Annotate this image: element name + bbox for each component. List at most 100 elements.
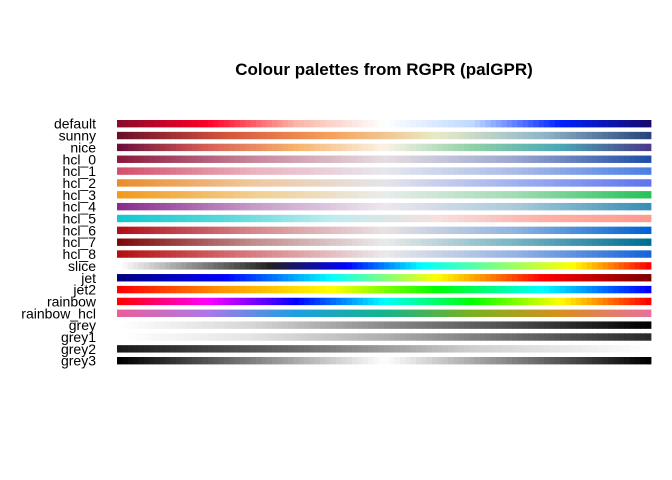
palette-cell [335, 202, 342, 211]
palette-cell [490, 120, 497, 128]
palette-cell [458, 297, 465, 306]
palette-cell [239, 262, 246, 270]
palette-cell [207, 285, 214, 294]
palette-cell [522, 333, 529, 341]
palette-cell [154, 143, 161, 152]
palette-cell [410, 120, 417, 128]
palette-cell [528, 345, 534, 353]
palette-cell [538, 333, 545, 341]
palette-cell [522, 226, 529, 235]
palette-cell [528, 309, 534, 317]
palette-cell [528, 226, 534, 235]
palette-cell [239, 226, 246, 235]
palette-cell [437, 345, 444, 353]
palette-cell [421, 297, 428, 306]
palette-cell [570, 333, 577, 341]
palette-cell [432, 357, 438, 365]
palette-cell [554, 285, 561, 294]
palette-cell [448, 226, 454, 235]
palette-cell [367, 167, 374, 175]
palette-cell [223, 262, 230, 270]
palette-cell [469, 155, 476, 163]
palette-cell [554, 345, 561, 353]
palette-cell [384, 250, 390, 258]
palette-cell [560, 297, 566, 306]
palette-cell [538, 179, 545, 187]
palette-cell [175, 202, 182, 211]
palette-cell [181, 214, 187, 223]
palette-cell [458, 285, 465, 294]
palette-cell [159, 238, 166, 246]
palette-cell [191, 274, 198, 282]
palette-cell [576, 202, 582, 211]
palette-cell [544, 120, 550, 128]
palette-row-hcl-3: hcl_3 [63, 187, 652, 203]
palette-cell [554, 238, 561, 246]
palette-cell [154, 274, 161, 282]
palette-cell [400, 202, 406, 211]
palette-cell [490, 167, 497, 175]
palette-cell [223, 274, 230, 282]
palette-cell [218, 309, 225, 317]
palette-cell [517, 155, 524, 163]
palette-cell [522, 274, 529, 282]
palette-cell [117, 238, 123, 246]
palette-cell [367, 214, 374, 223]
palette-cell [490, 274, 497, 282]
palette-cell [309, 202, 315, 211]
palette-cell [319, 262, 326, 270]
palette-cell [373, 155, 380, 163]
palette-cell [287, 262, 294, 270]
palette-label: jet [80, 270, 96, 286]
palette-cell [586, 143, 593, 152]
palette-cell [170, 274, 177, 282]
palette-cell [501, 285, 508, 294]
palette-cell [458, 191, 465, 199]
palette-cell [453, 202, 460, 211]
palette-cell [549, 321, 556, 329]
palette-cell [586, 202, 593, 211]
palette-cell [287, 143, 294, 152]
palette-cell [549, 214, 556, 223]
palette-cell [629, 167, 636, 175]
palette-cell [602, 321, 609, 329]
palette-cell [293, 179, 299, 187]
palette-label: grey1 [61, 329, 96, 345]
palette-cell [346, 214, 353, 223]
palette-cell [618, 321, 625, 329]
palette-cell [165, 143, 171, 152]
palette-cell [458, 143, 465, 152]
palette-cell [127, 179, 134, 187]
palette-cell [490, 179, 497, 187]
palette-row-default: default [54, 116, 652, 132]
palette-cell [389, 262, 396, 270]
palette-cell [416, 179, 422, 187]
palette-cell [250, 155, 257, 163]
palette-cell [565, 285, 572, 294]
palette-cell [175, 262, 182, 270]
palette-cell [378, 297, 385, 306]
palette-cell [303, 155, 310, 163]
palette-cell [218, 357, 225, 365]
palette-cell [159, 179, 166, 187]
palette-cell [528, 143, 534, 152]
palette-cell [629, 262, 636, 270]
palette-cell [501, 167, 508, 175]
palette-cell [389, 333, 396, 341]
palette-cell [202, 285, 209, 294]
palette-cell [389, 309, 396, 317]
palette-cell [213, 274, 219, 282]
palette-cell [469, 357, 476, 365]
palette-cell [207, 167, 214, 175]
palette-cell [117, 191, 123, 199]
palette-cell [298, 226, 305, 235]
palette-cell [394, 357, 401, 365]
palette-cell [608, 202, 615, 211]
palette-cell [474, 167, 481, 175]
palette-cell [576, 250, 582, 258]
palette-cell [592, 167, 598, 175]
palette-cell [602, 345, 609, 353]
palette-cell [624, 297, 631, 306]
palette-cell [405, 226, 412, 235]
